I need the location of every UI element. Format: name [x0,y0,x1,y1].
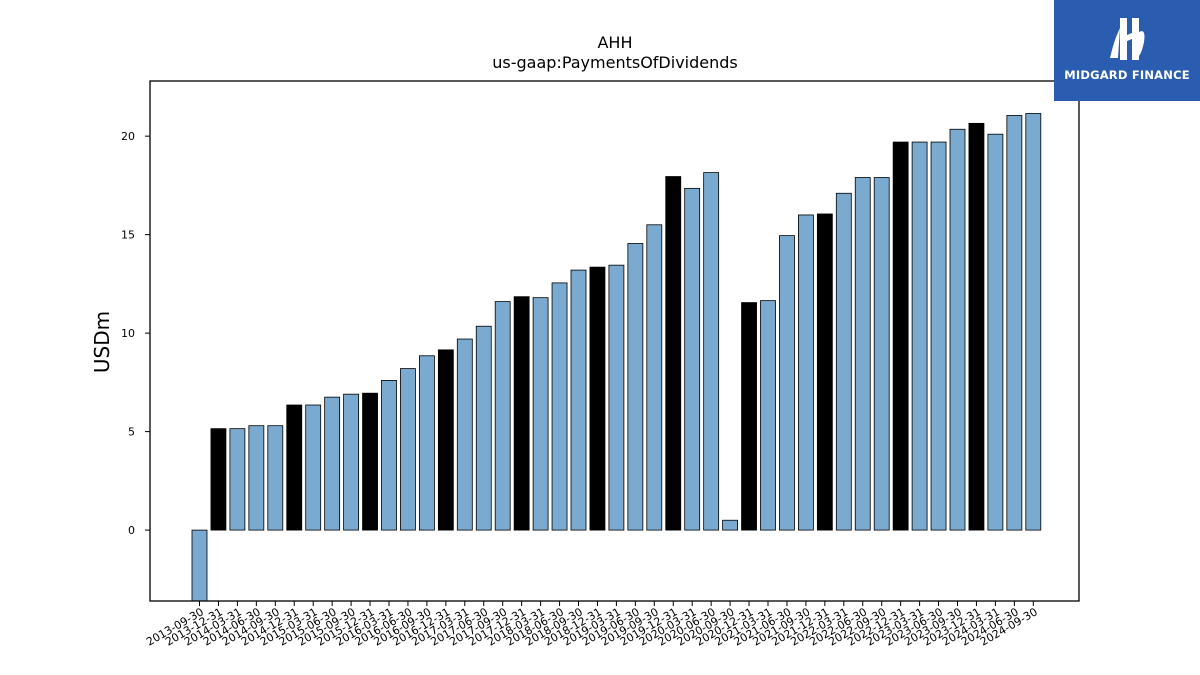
bar-2023-06-30 [930,141,947,531]
bar-2018-09-30 [570,269,587,531]
midgard-logo-icon [1110,18,1145,60]
bar-2021-06-30 [779,235,795,531]
bar-2014-06-30 [248,425,265,531]
bar-2020-03-31 [684,187,701,531]
plot-frame [149,80,1080,602]
bar-2016-09-30 [418,355,435,531]
bar-2020-09-30 [722,519,738,531]
bar-2017-03-31 [456,338,473,531]
x-ticks-group: 2013-09-302013-12-312014-03-312014-06-30… [144,601,1040,649]
bar-2015-06-30 [324,396,341,531]
bar-2022-12-31 [892,141,909,531]
bar-2014-12-31 [286,404,303,531]
bar-2024-09-30 [1025,113,1042,531]
bar-2014-09-30 [267,425,284,531]
bar-2020-12-31 [741,302,757,531]
bar-2015-03-31 [305,404,322,531]
y-ticks-group: 0 5 10 15 20 [121,130,150,537]
bar-2019-09-30 [646,224,663,531]
bar-2023-03-31 [911,141,928,531]
bar-2022-06-30 [854,177,871,531]
bar-2022-09-30 [873,177,890,531]
bar-2018-06-30 [551,282,568,531]
y-tick-label: 15 [121,229,135,242]
bar-2021-09-30 [798,214,814,531]
y-tick-label: 20 [121,130,135,143]
bar-2019-12-31 [665,176,682,531]
chart-title: AHH [597,33,632,52]
chart-subtitle: us-gaap:PaymentsOfDividends [492,53,737,72]
y-axis-label: USDm [90,311,114,373]
y-tick-label: 0 [128,524,135,537]
bar-2019-03-31 [608,264,625,531]
bar-2024-06-30 [1006,115,1023,531]
bars-group [191,113,1042,602]
logo-text: MIDGARD FINANCE [1064,68,1190,82]
bar-2023-09-30 [949,128,966,531]
bar-2019-06-30 [627,243,644,531]
bar-2016-06-30 [400,368,416,531]
bar-2024-03-31 [987,133,1004,531]
bar-2017-06-30 [475,325,492,531]
bar-2021-12-31 [816,213,833,531]
bar-2013-12-31 [210,428,227,531]
bar-2018-03-31 [532,297,549,531]
midgard-logo: MIDGARD FINANCE [1054,0,1200,101]
bar-2013-09-30 [191,529,208,602]
bar-2022-03-31 [835,192,852,531]
y-tick-label: 5 [128,426,135,439]
bar-2018-12-31 [589,266,606,531]
bar-2020-06-30 [703,172,720,531]
bar-2015-12-31 [362,392,378,531]
bar-2023-12-31 [968,122,985,531]
bar-2017-09-30 [494,301,511,531]
y-tick-label: 10 [121,327,135,340]
bar-2015-09-30 [343,393,360,531]
bar-2016-12-31 [437,349,454,531]
bar-2021-03-31 [760,300,776,531]
bar-2014-03-31 [229,428,246,531]
bar-2016-03-31 [381,379,397,531]
bar-2017-12-31 [513,296,530,531]
